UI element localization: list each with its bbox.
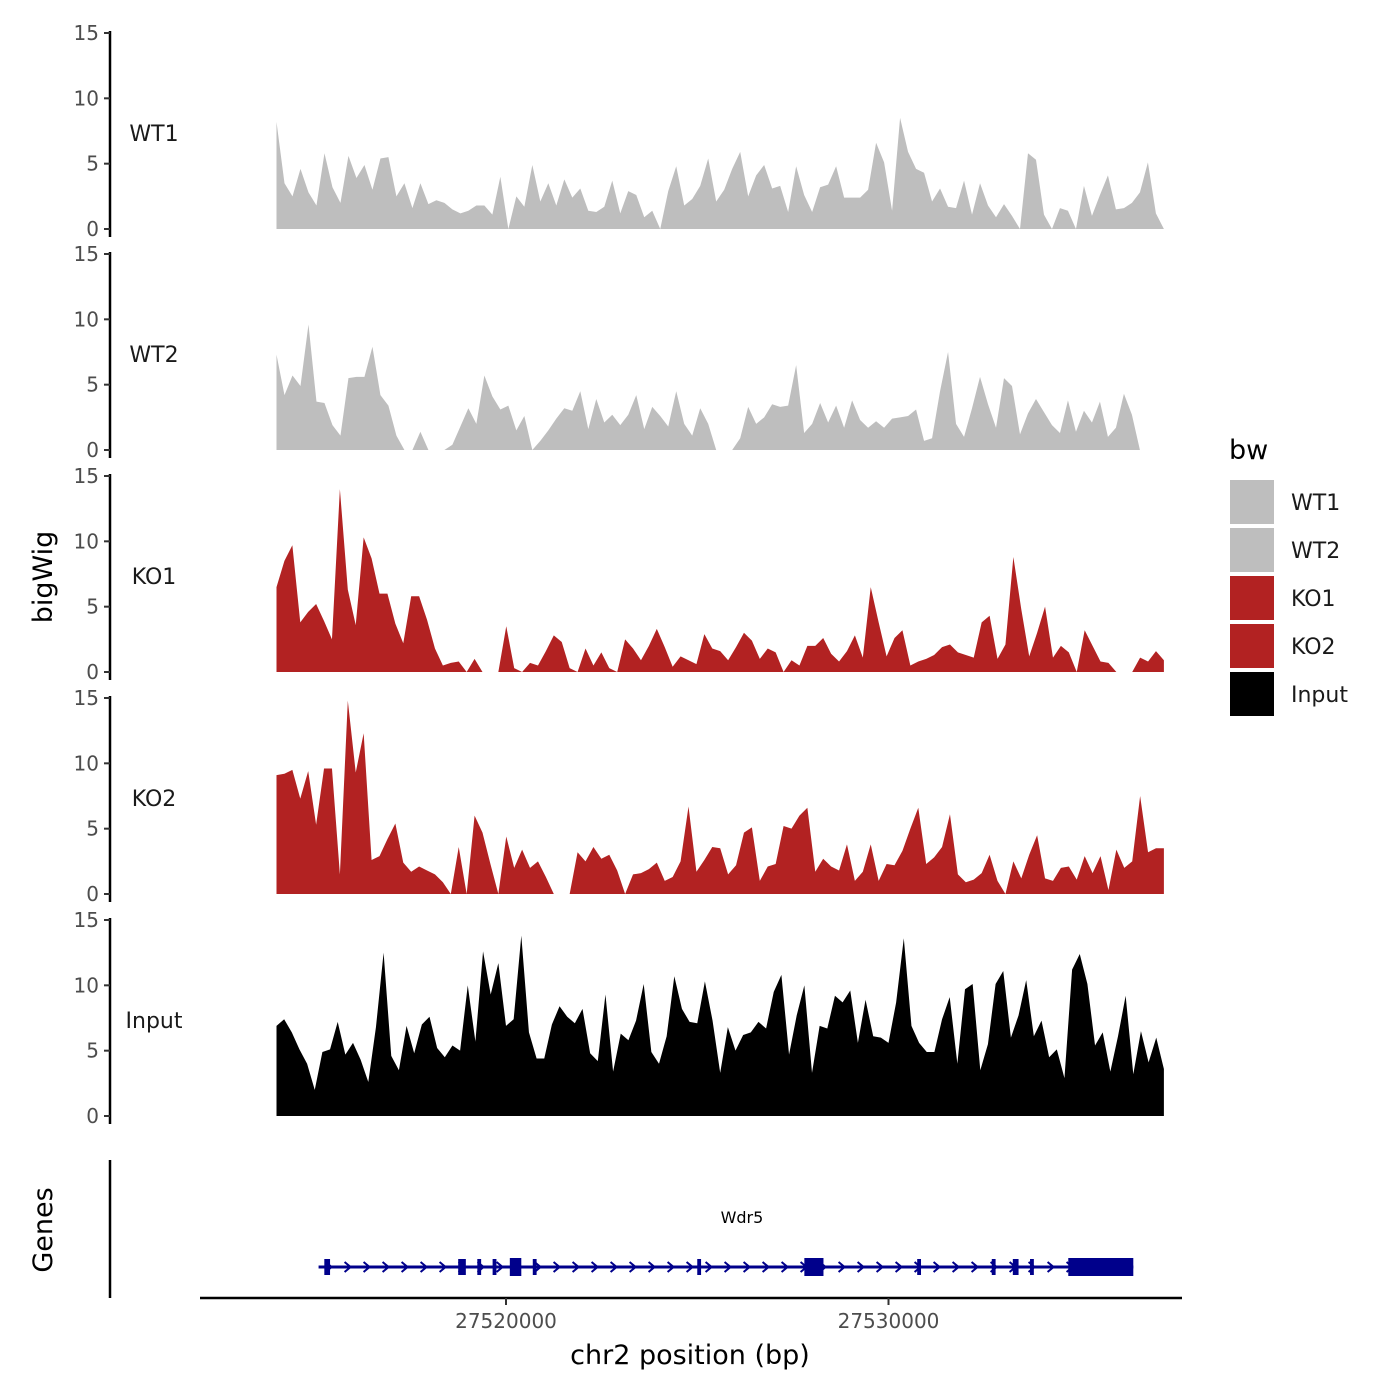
y-tick-label-ko2-15: 15 [74, 686, 99, 710]
legend-swatch-ko2 [1230, 624, 1274, 668]
exon-12 [1030, 1259, 1034, 1275]
strand-chevron [438, 1261, 448, 1273]
area-wt2 [276, 324, 1164, 450]
gene-wdr5: Wdr5 [318, 1208, 1134, 1276]
strand-chevron [780, 1261, 790, 1273]
area-ko1 [276, 489, 1164, 672]
exon-4 [492, 1259, 497, 1275]
exon-8 [804, 1258, 824, 1276]
legend-label-input: Input [1291, 683, 1348, 708]
area-wt1 [276, 117, 1164, 229]
y-tick-label-ko1-5: 5 [86, 595, 99, 619]
exon-3 [477, 1259, 482, 1275]
track-label-wt2: WT2 [129, 343, 178, 368]
strand-chevron [837, 1261, 847, 1273]
strand-chevron [609, 1261, 619, 1273]
y-tick-label-wt2-0: 0 [86, 438, 99, 462]
legend-label-ko1: KO1 [1291, 587, 1336, 612]
x-axis-title: chr2 position (bp) [570, 1340, 810, 1371]
y-tick-label-wt2-5: 5 [86, 373, 99, 397]
exon-1 [324, 1259, 331, 1275]
strand-chevron [590, 1261, 600, 1273]
y-tick-label-wt1-15: 15 [74, 21, 99, 45]
exon-10 [991, 1259, 996, 1275]
gene-name-label: Wdr5 [721, 1208, 764, 1227]
exon-5 [509, 1258, 522, 1276]
track-input: 0 5 10 15 Input [74, 908, 1164, 1128]
legend-swatch-wt1 [1230, 480, 1274, 524]
strand-chevron [856, 1261, 866, 1273]
y-tick-label-ko2-0: 0 [86, 882, 99, 906]
y-tick-label-input-0: 0 [86, 1104, 99, 1128]
strand-chevron [666, 1261, 676, 1273]
legend-swatch-ko1 [1230, 576, 1274, 620]
strand-chevron [628, 1261, 638, 1273]
y-tick-label-input-5: 5 [86, 1039, 99, 1063]
y-tick-label-ko2-5: 5 [86, 817, 99, 841]
strand-chevron [419, 1261, 429, 1273]
track-label-ko2: KO2 [132, 787, 177, 812]
strand-chevron [1046, 1261, 1056, 1273]
exon-11 [1012, 1259, 1019, 1275]
genes-axis-title: Genes [28, 1187, 59, 1272]
strand-chevron [704, 1261, 714, 1273]
legend-title: bw [1229, 435, 1268, 466]
y-axis-title: bigWig [28, 531, 59, 624]
strand-chevron [932, 1261, 942, 1273]
legend-label-wt2: WT2 [1291, 539, 1340, 564]
strand-chevron [685, 1261, 695, 1273]
y-tick-label-wt2-10: 10 [74, 307, 99, 331]
track-label-ko1: KO1 [132, 565, 177, 590]
exon-6 [532, 1259, 537, 1275]
strand-chevron [381, 1261, 391, 1273]
x-axis: 27520000 27530000 [200, 1296, 1182, 1333]
strand-chevron [552, 1261, 562, 1273]
y-tick-label-ko1-15: 15 [74, 464, 99, 488]
strand-chevron [894, 1261, 904, 1273]
strand-chevron [362, 1261, 372, 1273]
y-tick-label-wt1-0: 0 [86, 217, 99, 241]
strand-chevron [970, 1261, 980, 1273]
exon-2 [458, 1259, 466, 1275]
area-input [276, 935, 1164, 1116]
bigwig-tracks: 0 5 10 15 WT1 0 5 10 15 WT2 0 5 10 15 KO1 0 5 10 15 KO2 0 5 10… [74, 21, 1164, 1128]
track-ko2: 0 5 10 15 KO2 [74, 686, 1164, 906]
strand-chevron [495, 1261, 505, 1273]
x-tick-label-27530000: 27530000 [838, 1309, 940, 1333]
strand-chevron [723, 1261, 733, 1273]
y-tick-label-ko2-10: 10 [74, 751, 99, 775]
exon-7 [697, 1259, 702, 1275]
strand-chevron [875, 1261, 885, 1273]
track-label-input: Input [126, 1009, 183, 1034]
strand-chevron [761, 1261, 771, 1273]
legend-label-ko2: KO2 [1291, 635, 1336, 660]
exon-13 [1068, 1258, 1134, 1276]
exon-9 [917, 1259, 922, 1275]
y-tick-label-wt1-10: 10 [74, 86, 99, 110]
strand-chevron [343, 1261, 353, 1273]
x-tick-label-27520000: 27520000 [455, 1309, 557, 1333]
y-tick-label-input-10: 10 [74, 973, 99, 997]
legend-swatch-input [1230, 672, 1274, 716]
area-ko2 [276, 700, 1164, 894]
y-tick-label-ko1-10: 10 [74, 529, 99, 553]
track-wt2: 0 5 10 15 WT2 [74, 242, 1164, 462]
legend-label-wt1: WT1 [1291, 491, 1340, 516]
strand-chevron [400, 1261, 410, 1273]
y-tick-label-ko1-0: 0 [86, 660, 99, 684]
genes-panel: Wdr5 [108, 1160, 1134, 1298]
y-tick-label-wt1-5: 5 [86, 152, 99, 176]
legend: bw WT1 WT2 KO1 KO2 Input [1229, 435, 1348, 716]
track-wt1: 0 5 10 15 WT1 [74, 21, 1164, 241]
legend-swatch-wt2 [1230, 528, 1274, 572]
strand-chevron [742, 1261, 752, 1273]
track-ko1: 0 5 10 15 KO1 [74, 464, 1164, 684]
strand-chevron [951, 1261, 961, 1273]
y-tick-label-input-15: 15 [74, 908, 99, 932]
y-tick-label-wt2-15: 15 [74, 242, 99, 266]
strand-chevron [647, 1261, 657, 1273]
track-label-wt1: WT1 [129, 122, 178, 147]
strand-chevron [571, 1261, 581, 1273]
